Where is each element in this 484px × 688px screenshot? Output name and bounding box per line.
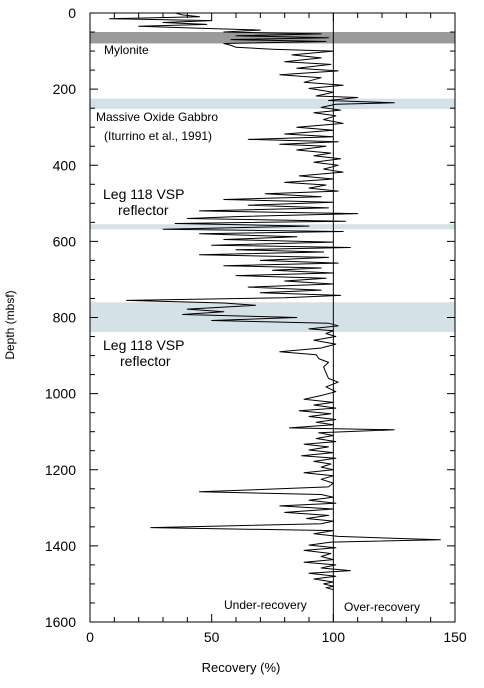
x-axis-title: Recovery (%): [202, 660, 281, 675]
vsp-reflector-1-label-line2: reflector: [118, 202, 169, 218]
y-tick-label: 600: [53, 233, 77, 249]
band-mylonite: [90, 32, 455, 44]
y-tick-label: 1000: [45, 386, 76, 402]
oxide-gabbro-reference-label: (Iturrino et al., 1991): [104, 129, 212, 143]
y-axis-title: Depth (mbsf): [3, 290, 17, 359]
vsp-reflector-2-label-line2: reflector: [120, 353, 171, 369]
interval-bands: [90, 32, 455, 332]
vsp-reflector-2-label-line1: Leg 118 VSP: [103, 337, 184, 353]
x-axis: 0 50 100 150: [86, 13, 467, 645]
y-tick-label: 200: [53, 81, 77, 97]
y-tick-label: 1400: [45, 538, 76, 554]
x-tick-label: 0: [86, 629, 94, 645]
oxide-gabbro-label: Massive Oxide Gabbro: [96, 110, 218, 124]
vsp-reflector-1-label-line1: Leg 118 VSP: [103, 186, 184, 202]
x-tick-label: 50: [204, 629, 220, 645]
mylonite-label: Mylonite: [104, 43, 149, 57]
y-tick-label: 1600: [45, 614, 76, 630]
y-tick-label: 400: [53, 157, 77, 173]
y-axis: 0 200 400 600 800 1000 1200 1400 1600: [45, 5, 455, 630]
over-recovery-label: Over-recovery: [344, 600, 420, 614]
x-tick-label: 150: [443, 629, 467, 645]
y-tick-label: 0: [68, 5, 76, 21]
y-tick-label: 1200: [45, 462, 76, 478]
under-recovery-label: Under-recovery: [224, 598, 307, 612]
band-massive-oxide-gabbro: [90, 98, 455, 109]
y-tick-label: 800: [53, 310, 77, 326]
x-tick-label: 100: [322, 629, 346, 645]
